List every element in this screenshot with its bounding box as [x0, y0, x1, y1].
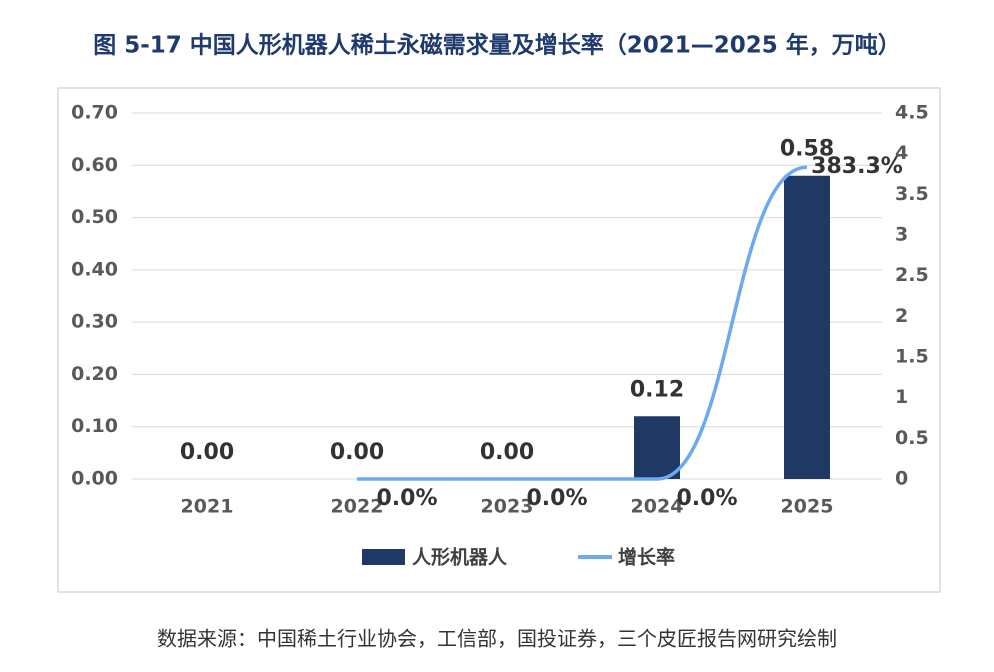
y-tick-label: 0.60 — [71, 154, 118, 176]
y-tick-label: 0.50 — [71, 206, 118, 228]
y-tick-label: 0.00 — [71, 468, 118, 490]
x-tick-label: 2025 — [781, 496, 834, 518]
y-tick-label: 0.40 — [71, 258, 118, 280]
y2-tick-label: 3.5 — [895, 183, 929, 205]
y2-tick-label: 1 — [895, 386, 908, 408]
data-label: 0.12 — [630, 377, 684, 402]
y-tick-label: 0.10 — [71, 415, 118, 437]
legend-label: 增长率 — [618, 546, 675, 569]
bar — [634, 416, 680, 479]
legend-label: 人形机器人 — [412, 547, 508, 569]
y2-tick-label: 3 — [895, 224, 908, 246]
data-label: 0.0% — [376, 486, 437, 511]
x-tick-label: 2023 — [481, 496, 534, 518]
source-note: 数据来源：中国稀土行业协会，工信部，国投证券，三个皮匠报告网研究绘制 — [157, 627, 837, 651]
data-label: 0.00 — [330, 440, 384, 465]
line-series — [356, 165, 808, 481]
legend-swatch — [362, 549, 405, 565]
data-label: 0.00 — [480, 440, 534, 465]
data-label: 0.58 — [780, 137, 834, 162]
x-tick-label: 2021 — [181, 496, 234, 518]
y2-tick-label: 2.5 — [895, 264, 929, 286]
y2-tick-label: 0.5 — [895, 427, 929, 449]
y-tick-label: 0.20 — [71, 363, 118, 385]
x-tick-label: 2024 — [631, 496, 684, 518]
data-label: 383.3% — [811, 154, 903, 179]
y2-tick-label: 4.5 — [895, 102, 929, 124]
y2-tick-label: 4 — [895, 142, 908, 164]
y2-tick-label: 0 — [895, 468, 908, 490]
y2-tick-label: 2 — [895, 305, 908, 327]
chart-title: 图 5-17 中国人形机器人稀土永磁需求量及增长率（2021—2025 年，万吨… — [93, 32, 901, 59]
x-tick-label: 2022 — [331, 496, 384, 518]
chart-frame — [57, 87, 941, 593]
y2-tick-label: 1.5 — [895, 346, 929, 368]
data-label: 0.0% — [526, 486, 587, 511]
data-label: 0.00 — [180, 440, 234, 465]
data-label: 0.0% — [676, 486, 737, 511]
y-tick-label: 0.30 — [71, 311, 118, 333]
bar — [784, 175, 830, 479]
y-tick-label: 0.70 — [71, 102, 118, 124]
